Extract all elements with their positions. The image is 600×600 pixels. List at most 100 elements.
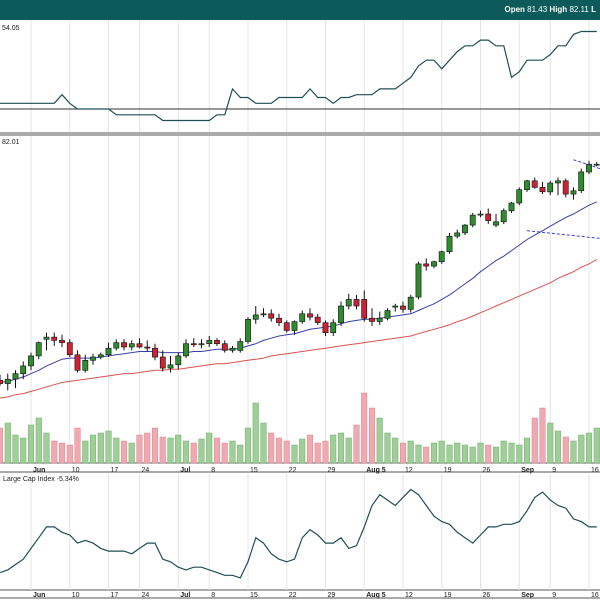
volume-bar	[252, 402, 259, 464]
date-tick-label: 24	[142, 467, 150, 474]
date-tick-label: 16	[591, 467, 599, 474]
date-tick-label: Aug 5	[366, 592, 386, 599]
volume-bar	[446, 444, 453, 464]
candle-body	[462, 224, 468, 234]
volume-bar	[454, 442, 461, 464]
date-tick-label: 8	[211, 467, 215, 474]
volume-bar	[151, 427, 159, 464]
volume-bar	[523, 437, 531, 464]
volume-bar	[27, 424, 35, 464]
volume-bar	[128, 442, 135, 464]
date-tick-label: 9	[552, 592, 556, 599]
candle-body	[438, 251, 445, 262]
moving-averages	[0, 201, 598, 399]
volume-bar	[376, 417, 383, 464]
trendlines	[526, 159, 600, 239]
volume-bar	[175, 434, 182, 464]
volume-bar	[423, 446, 430, 464]
date-tick-label: 29	[328, 592, 336, 599]
chart-header-bar: Open 81.43 High 82.11 L	[0, 0, 600, 20]
date-tick-label: 12	[405, 467, 413, 474]
volume-bar	[237, 444, 244, 464]
volume-bar	[82, 440, 89, 464]
high-value: 82.11	[569, 5, 589, 14]
volume-bar	[399, 442, 407, 464]
volume-bar	[190, 442, 197, 464]
ohlc-readout: Open 81.43 High 82.11 L	[500, 0, 600, 20]
volume-bar	[51, 440, 58, 464]
candle-body	[485, 213, 492, 221]
date-tick-label: 19	[444, 592, 452, 599]
candle-body	[20, 365, 27, 374]
date-tick-label: 10	[72, 467, 80, 474]
candle-body	[586, 163, 592, 173]
date-tick-label: 8	[211, 592, 215, 599]
volume-bar	[283, 440, 290, 464]
date-tick-label: 15	[250, 592, 258, 599]
volume-bar	[562, 436, 569, 464]
volume-bar	[407, 440, 414, 464]
candle-body	[167, 364, 174, 369]
candle-body	[252, 314, 259, 320]
candle-body	[508, 202, 515, 212]
volume-bar	[35, 417, 42, 464]
volume-bar	[361, 392, 368, 464]
volume-bar	[415, 444, 422, 464]
date-tick-label: Jun	[33, 592, 45, 599]
candle-body	[276, 317, 282, 323]
candle-body	[454, 232, 461, 237]
candle-body	[361, 299, 368, 319]
candle-body	[59, 340, 65, 343]
volume-bars	[0, 392, 600, 464]
candle-body	[97, 354, 104, 358]
indicator-panel	[0, 30, 600, 122]
candle-body	[0, 379, 3, 384]
volume-bar	[477, 442, 484, 464]
volume-bar	[206, 432, 213, 464]
candle-body	[175, 355, 182, 366]
date-tick-label: 19	[444, 467, 452, 474]
long-moving-average	[0, 259, 598, 399]
date-axis: Jun Jun 10 10 17 17 24 24 Jul Jul 8 8 15 15 22 22 29 29 Au…	[33, 467, 599, 599]
candle-body	[237, 341, 244, 351]
date-tick-label: 26	[483, 592, 491, 599]
date-tick-label: 9	[552, 467, 556, 474]
date-tick-label: 17	[111, 592, 119, 599]
candle-body	[82, 359, 89, 371]
volume-bar	[578, 434, 585, 464]
volume-bar	[485, 444, 492, 464]
volume-bar	[554, 430, 562, 464]
candle-body	[369, 317, 375, 322]
volume-bar	[229, 440, 236, 464]
candle-body	[121, 342, 127, 348]
candle-body	[90, 356, 96, 361]
volume-bar	[167, 437, 174, 464]
volume-bar	[368, 407, 376, 464]
date-tick-label: 16	[591, 592, 599, 599]
volume-bar	[20, 437, 27, 464]
candle-body	[105, 347, 112, 356]
date-tick-label: 17	[111, 467, 119, 474]
candle-body	[353, 299, 360, 307]
candle-body	[384, 310, 391, 319]
candle-body	[51, 336, 58, 341]
candle-body	[345, 299, 352, 307]
candle-body	[74, 354, 81, 371]
date-tick-label: 15	[250, 467, 258, 474]
candle-body	[562, 180, 569, 195]
candle-body	[307, 313, 313, 318]
candle-body	[4, 378, 11, 384]
volume-bar	[345, 437, 352, 464]
volume-bar	[66, 444, 73, 464]
volume-bar	[306, 434, 314, 464]
support-trendline	[526, 230, 600, 239]
candle-body	[500, 210, 507, 223]
volume-bar	[384, 432, 391, 464]
price-panel-value: 82.01	[2, 139, 20, 146]
volume-bar	[120, 440, 128, 464]
candle-body	[268, 313, 275, 319]
candle-body	[322, 322, 329, 334]
candle-body	[198, 343, 205, 346]
volume-bar	[12, 434, 19, 464]
